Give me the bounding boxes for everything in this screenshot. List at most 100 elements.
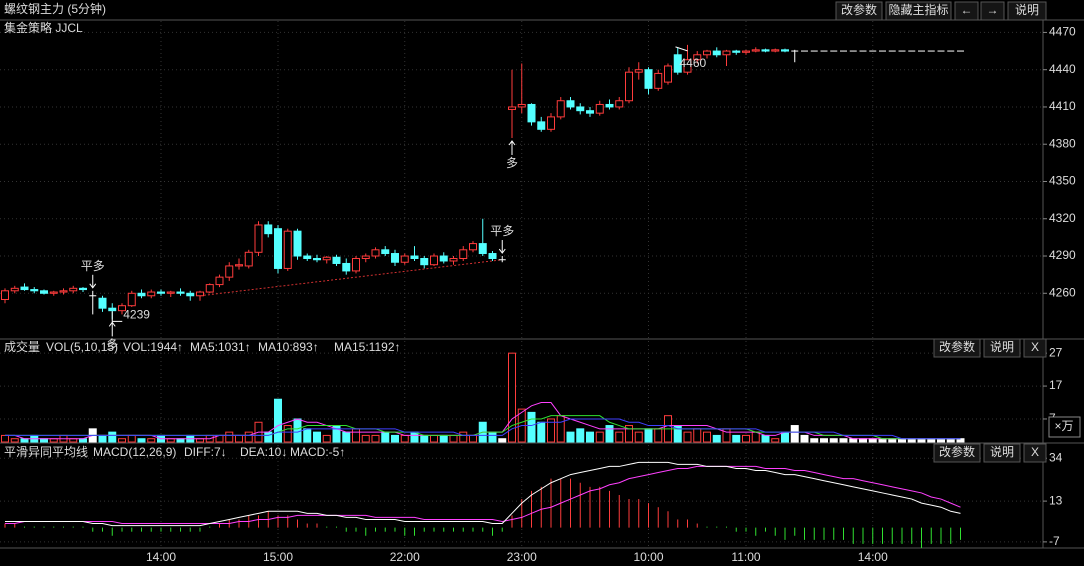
candle-body	[322, 256, 331, 261]
button-label[interactable]: 说明	[1015, 2, 1039, 17]
button[interactable]	[1007, 1, 1047, 21]
button[interactable]	[1023, 443, 1047, 463]
price-pointer	[111, 311, 123, 322]
time-label: 14:00	[858, 550, 888, 564]
volume-bar	[283, 425, 292, 443]
candle-body	[235, 264, 243, 267]
candle-body	[576, 106, 585, 112]
y-tick-label: 13	[1049, 493, 1063, 507]
button-label[interactable]: 说明	[990, 444, 1014, 459]
candle-body	[742, 50, 750, 53]
volume-bar	[439, 434, 448, 443]
button[interactable]	[885, 1, 952, 21]
candle-body	[205, 284, 214, 293]
candle-body	[420, 258, 429, 266]
volume-bar	[800, 434, 809, 443]
volume-bar	[537, 421, 546, 443]
candle-body	[108, 307, 117, 312]
volume-bar	[293, 418, 302, 443]
button-label[interactable]: ←	[961, 3, 973, 17]
volume-bar	[400, 434, 409, 443]
button-label[interactable]: →	[987, 3, 999, 17]
candle-body	[605, 103, 614, 108]
button-label[interactable]: 隐藏主指标	[888, 2, 948, 17]
trend-line	[199, 259, 503, 297]
volume-bar	[303, 428, 312, 443]
volume-bar	[225, 431, 234, 443]
y-tick-label: 4470	[1049, 25, 1076, 39]
candle-body	[361, 255, 370, 259]
indicator-line	[5, 465, 961, 525]
button[interactable]	[954, 1, 979, 21]
candle-body	[410, 255, 419, 259]
volume-bar	[10, 438, 19, 443]
volume-bar	[625, 425, 633, 443]
button-label[interactable]: 改参数	[841, 2, 877, 17]
candle-body	[118, 305, 126, 312]
volume-bar	[127, 434, 136, 443]
candle-body	[147, 291, 156, 297]
candle-body	[303, 255, 312, 259]
volume-bar	[781, 431, 789, 443]
volume-bar	[449, 434, 458, 443]
y-tick-label: 4350	[1049, 174, 1076, 188]
signal-arrow-head	[108, 321, 116, 327]
button[interactable]	[1023, 338, 1047, 358]
button-label[interactable]: 改参数	[939, 339, 975, 354]
volume-bar	[820, 438, 828, 443]
candle-body	[244, 251, 253, 267]
volume-bar	[322, 434, 331, 443]
volume-bar	[693, 428, 702, 443]
candle-body	[176, 291, 185, 294]
button-label[interactable]: X	[1031, 445, 1039, 459]
signal-arrow-head	[498, 248, 506, 254]
candle-body	[693, 54, 702, 61]
button-label[interactable]: 说明	[990, 339, 1014, 354]
button-label[interactable]: X	[1031, 340, 1039, 354]
candle-body	[40, 290, 48, 294]
candle-body	[703, 50, 711, 56]
y-tick-label: 4320	[1049, 211, 1076, 225]
button-label[interactable]: 改参数	[939, 444, 975, 459]
volume-bar	[556, 415, 565, 443]
candle-body	[478, 243, 487, 255]
candle-body	[508, 106, 516, 110]
candle-body	[673, 54, 682, 73]
time-label: 15:00	[263, 550, 293, 564]
button[interactable]	[933, 338, 981, 358]
candle-body	[20, 286, 29, 291]
candle-body	[732, 50, 741, 53]
panel-legend: VOL:1944↑	[123, 340, 183, 354]
volume-bar	[391, 434, 399, 443]
unit-box	[1048, 416, 1081, 438]
candle-body	[566, 100, 575, 108]
volume-bar	[147, 438, 156, 443]
panel-legend: MACD(12,26,9)	[93, 445, 176, 459]
indicator-line	[5, 418, 961, 440]
y-tick-label: 17	[1049, 378, 1063, 392]
volume-bar	[712, 434, 721, 443]
candle-body	[488, 253, 497, 259]
button[interactable]	[983, 443, 1021, 463]
candle-body	[527, 103, 536, 123]
volume-bar	[469, 434, 477, 443]
panel-legend: 成交量	[4, 339, 40, 354]
volume-bar	[751, 431, 760, 443]
candle-body	[274, 228, 282, 269]
candle-body	[517, 103, 526, 108]
button[interactable]	[933, 443, 981, 463]
volume-bar	[508, 352, 516, 443]
candle-body	[547, 116, 555, 130]
signal-label: 多	[106, 338, 118, 352]
candle-body	[459, 249, 468, 259]
signal-arrow-head	[89, 283, 97, 289]
candle-body	[634, 69, 643, 73]
button[interactable]	[983, 338, 1021, 358]
candle-body	[49, 291, 58, 294]
panel-legend: MA15:1192↑	[334, 340, 401, 354]
button[interactable]	[835, 1, 883, 21]
volume-bar	[371, 434, 380, 443]
candle-body	[313, 258, 321, 261]
y-tick-label: 4440	[1049, 62, 1076, 76]
button[interactable]	[980, 1, 1005, 21]
